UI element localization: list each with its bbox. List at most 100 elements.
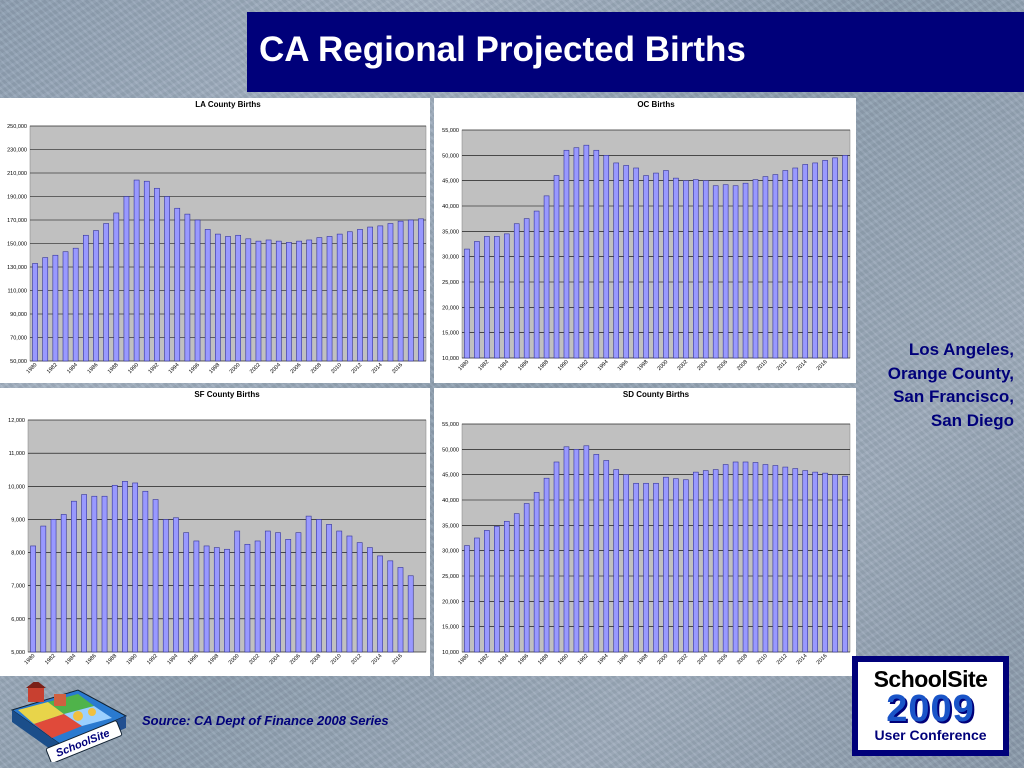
- bar-2003: [693, 471, 699, 653]
- bar-2003: [265, 239, 272, 362]
- sd-county-births-chart: SD County Births 10,000 15,000 20,000 25,000…: [442, 390, 851, 666]
- y-tick-label: 35,000: [442, 523, 459, 529]
- bar-2007: [305, 515, 312, 653]
- logo-user-conference-text: User Conference: [874, 727, 987, 743]
- x-tick-label: 1998: [207, 653, 220, 666]
- bar-1990: [133, 179, 140, 362]
- y-tick-label: 35,000: [442, 229, 459, 235]
- x-tick-label: 2002: [248, 653, 261, 666]
- x-tick-label: 2016: [816, 653, 829, 666]
- x-tick-label: 1980: [457, 653, 470, 666]
- slide-title: CA Regional Projected Births: [259, 30, 746, 69]
- x-tick-label: 1988: [537, 653, 550, 666]
- y-tick-label: 9,000: [11, 517, 25, 523]
- x-tick-label: 2010: [330, 653, 343, 666]
- x-tick-label: 2010: [330, 362, 343, 375]
- bar-1982: [484, 236, 490, 359]
- bar-1984: [503, 520, 510, 653]
- bar-1992: [583, 144, 590, 359]
- x-tick-label: 1990: [557, 359, 570, 372]
- y-tick-label: 110,000: [8, 289, 27, 295]
- bar-1983: [62, 251, 69, 362]
- bar-1994: [173, 517, 179, 653]
- bar-2017: [407, 575, 414, 653]
- x-tick-label: 1982: [44, 653, 57, 666]
- bar-2018: [842, 475, 848, 653]
- x-tick-label: 1980: [26, 362, 39, 375]
- x-tick-label: 1996: [617, 359, 630, 372]
- schoolsite-2009-logo: SchoolSite 2009 User Conference: [852, 656, 1009, 756]
- bar-1986: [91, 495, 98, 653]
- bar-2011: [347, 231, 353, 362]
- x-tick-label: 2006: [716, 359, 729, 372]
- bar-2001: [673, 478, 679, 653]
- x-tick-label: 1986: [87, 362, 100, 375]
- bar-2006: [722, 184, 729, 359]
- x-tick-label: 1992: [577, 359, 590, 372]
- logo-schoolsite-text: SchoolSite: [873, 666, 988, 692]
- y-tick-label: 50,000: [442, 447, 459, 453]
- x-tick-label: 2008: [736, 359, 749, 372]
- bar-2003: [264, 530, 271, 653]
- bar-2015: [387, 223, 394, 362]
- y-tick-label: 170,000: [7, 218, 27, 224]
- bar-2002: [683, 479, 689, 653]
- bar-1994: [603, 155, 610, 359]
- bar-1980: [32, 263, 38, 362]
- bar-1986: [523, 503, 530, 653]
- x-tick-label: 2002: [676, 653, 689, 666]
- x-tick-label: 1992: [147, 362, 160, 375]
- x-tick-label: 2002: [249, 362, 262, 375]
- y-tick-label: 40,000: [442, 498, 459, 504]
- bar-1983: [494, 236, 500, 359]
- bar-2013: [792, 468, 799, 653]
- bar-1990: [563, 446, 570, 653]
- y-tick-label: 15,000: [442, 625, 459, 631]
- bar-1980: [464, 248, 470, 359]
- x-tick-label: 2012: [350, 653, 363, 666]
- x-tick-label: 1982: [477, 653, 490, 666]
- y-tick-label: 20,000: [442, 305, 459, 311]
- bar-2012: [356, 542, 363, 653]
- bar-2005: [712, 469, 719, 653]
- bar-1996: [194, 219, 201, 362]
- bar-1997: [633, 482, 639, 653]
- y-tick-label: 190,000: [7, 195, 27, 201]
- bar-2006: [296, 240, 302, 362]
- x-tick-label: 1998: [208, 362, 221, 375]
- x-tick-label: 1984: [497, 359, 510, 372]
- bar-2012: [782, 466, 789, 653]
- x-tick-label: 1996: [187, 653, 200, 666]
- bar-2015: [812, 471, 818, 653]
- bar-1981: [474, 537, 480, 653]
- bar-1992: [583, 445, 590, 653]
- y-tick-label: 8,000: [11, 551, 25, 557]
- bar-1987: [533, 492, 540, 653]
- chart-title: LA County Births: [195, 100, 261, 109]
- bar-2008: [742, 461, 749, 653]
- bar-2016: [822, 472, 828, 653]
- bar-2002: [254, 540, 261, 653]
- region-los-angeles: Los Angeles,: [908, 340, 1014, 359]
- bar-2007: [732, 185, 739, 359]
- x-tick-label: 1988: [105, 653, 118, 666]
- bar-2014: [377, 225, 384, 362]
- x-tick-label: 1984: [497, 653, 510, 666]
- bar-1989: [122, 481, 128, 653]
- bar-2018: [842, 155, 848, 359]
- y-tick-label: 5,000: [11, 650, 25, 656]
- y-tick-label: 150,000: [7, 242, 27, 248]
- bar-1981: [474, 241, 480, 359]
- bar-1982: [484, 530, 490, 653]
- bar-2008: [742, 182, 749, 359]
- y-tick-label: 45,000: [442, 473, 459, 479]
- x-tick-label: 2010: [756, 653, 769, 666]
- x-tick-label: 1982: [477, 359, 490, 372]
- x-tick-label: 2014: [796, 359, 809, 372]
- y-tick-label: 50,000: [10, 359, 27, 365]
- bar-1991: [143, 180, 150, 362]
- la-chart-panel: LA County Births 50,000 70,000 90,000 110,00…: [0, 98, 430, 383]
- bar-2010: [336, 530, 343, 653]
- bar-2000: [234, 530, 241, 653]
- bar-1988: [543, 477, 550, 653]
